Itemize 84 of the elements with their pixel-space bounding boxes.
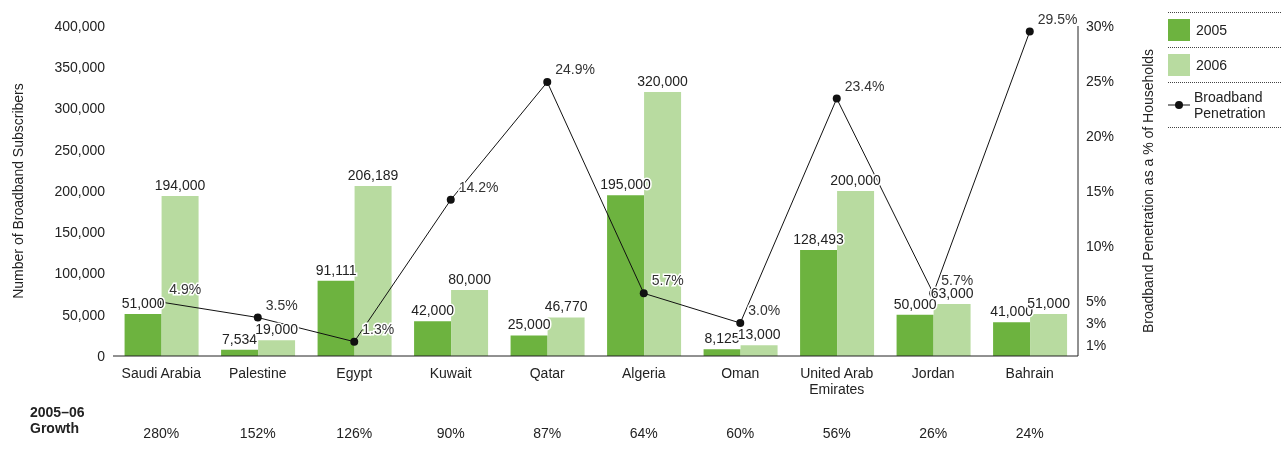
y-tick-label: 300,000	[54, 100, 106, 117]
y-tick-label: 0	[97, 347, 106, 364]
text: 90%	[436, 425, 465, 441]
text: 26%	[919, 425, 948, 441]
bar	[414, 321, 452, 356]
data-label: 5.7%	[941, 272, 974, 289]
text: 2005–06 Growth	[30, 404, 86, 436]
data-label: 195,000	[600, 176, 652, 193]
y2-tick-label: 20%	[1086, 127, 1115, 144]
bar	[800, 249, 838, 356]
data-label: 14.2%	[458, 178, 499, 195]
text: 87%	[533, 425, 562, 441]
text: 152%	[239, 425, 276, 441]
bar	[740, 345, 778, 356]
text: 60%	[726, 425, 755, 441]
bar	[317, 280, 355, 356]
data-label: 19,000	[255, 321, 299, 338]
data-label: 46,770	[544, 298, 588, 315]
data-label: 3.5%	[265, 296, 298, 313]
bar	[703, 349, 741, 356]
y2-tick-label: 10%	[1086, 237, 1115, 254]
point	[446, 195, 455, 204]
y-tick-label: 50,000	[62, 306, 106, 323]
bar	[124, 313, 162, 356]
legend-label: 2005	[1196, 22, 1228, 38]
text: 126%	[336, 425, 373, 441]
bar	[258, 340, 296, 356]
point	[350, 337, 359, 346]
point	[253, 313, 262, 322]
x-tick-label: Jordan	[911, 365, 955, 381]
data-label: 3.0%	[748, 302, 781, 318]
x-tick-label: Bahrain	[1005, 365, 1054, 381]
data-label: 320,000	[637, 73, 689, 89]
x-tick-label: Kuwait	[429, 365, 472, 381]
x-tick-label: Palestine	[228, 365, 287, 381]
data-label: 7,534	[222, 330, 258, 347]
y2-tick-label: 1%	[1086, 336, 1107, 353]
y-tick-label: 250,000	[54, 141, 106, 158]
y2-tick-label: 15%	[1086, 182, 1115, 199]
x-tick-label: Saudi Arabia	[121, 365, 202, 381]
y-tick-label: 100,000	[54, 265, 106, 282]
data-label: 42,000	[411, 302, 455, 319]
y2-tick-label: 30%	[1086, 17, 1115, 34]
text: 24%	[1015, 425, 1044, 441]
data-label: 29.5%	[1037, 10, 1078, 27]
point	[543, 78, 552, 87]
bar	[607, 195, 645, 356]
y2-tick-label: 25%	[1086, 72, 1115, 89]
data-label: 206,189	[347, 166, 399, 183]
data-label: 51,000	[121, 294, 165, 311]
y2-axis-title: Broadband Penetration as a % of Households	[1139, 48, 1156, 334]
data-label: 128,493	[793, 230, 845, 247]
text: 64%	[629, 425, 658, 441]
y-tick-label: 150,000	[54, 224, 106, 241]
point	[736, 319, 745, 327]
bar	[510, 335, 548, 356]
data-label: 8,125	[704, 330, 740, 347]
bar	[993, 322, 1031, 356]
point	[639, 289, 648, 298]
legend-label: Broadband Penetration	[1194, 89, 1267, 121]
bar	[354, 185, 392, 356]
y-tick-label: 200,000	[54, 182, 106, 199]
y2-tick-label: 3%	[1086, 314, 1107, 331]
y-axis-title: Number of Broadband Subscribers	[9, 83, 26, 299]
point	[832, 94, 841, 103]
x-tick-label: Egypt	[336, 365, 373, 381]
data-label: 194,000	[154, 176, 206, 193]
x-tick-label: Qatar	[529, 365, 566, 381]
text: 56%	[822, 425, 851, 441]
data-label: 25,000	[507, 316, 551, 333]
x-tick-label: Algeria	[621, 365, 666, 381]
y2-tick-label: 5%	[1086, 292, 1107, 309]
data-label: 80,000	[448, 271, 492, 287]
legend-label: 2006	[1196, 57, 1228, 73]
x-tick-label: United Arab Emirates	[800, 365, 874, 397]
y-tick-label: 350,000	[54, 59, 106, 76]
data-label: 24.9%	[555, 61, 595, 78]
text: 280%	[143, 425, 180, 441]
point	[1025, 27, 1034, 36]
data-label: 23.4%	[844, 77, 885, 94]
y-tick-label: 400,000	[54, 17, 106, 34]
bar	[896, 314, 934, 356]
data-label: 91,111	[315, 261, 357, 278]
x-tick-label: Oman	[721, 365, 760, 381]
